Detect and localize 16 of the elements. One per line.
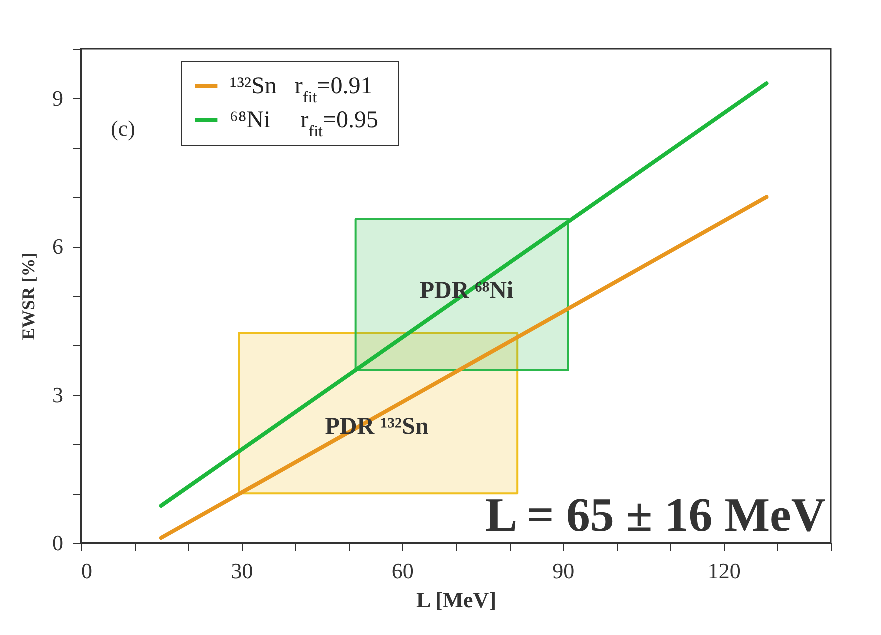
y-tick-label: 0 [52, 530, 64, 556]
y-axis-title: EWSR [%] [18, 252, 38, 340]
x-tick-label: 0 [82, 558, 92, 584]
x-tick-label: 120 [708, 558, 741, 584]
legend-label: ⁶⁸Ni r$_{fit}$=0.95 [230, 108, 378, 140]
y-tick-label: 9 [52, 86, 64, 111]
annotation: (c) [111, 116, 136, 141]
x-tick-label: 30 [231, 558, 254, 584]
annotation: L = 65 ± 16 MeV [486, 489, 826, 542]
annotation: PDR ⁶⁸Ni [420, 278, 514, 304]
x-tick-label: 90 [552, 558, 575, 584]
legend-label: ¹³²Sn r$_{fit}$=0.91 [230, 74, 373, 106]
x-tick-label: 60 [392, 558, 414, 584]
x-axis-title: L [MeV] [416, 588, 497, 612]
y-tick-label: 6 [52, 234, 64, 260]
y-tick-label: 3 [52, 382, 64, 408]
